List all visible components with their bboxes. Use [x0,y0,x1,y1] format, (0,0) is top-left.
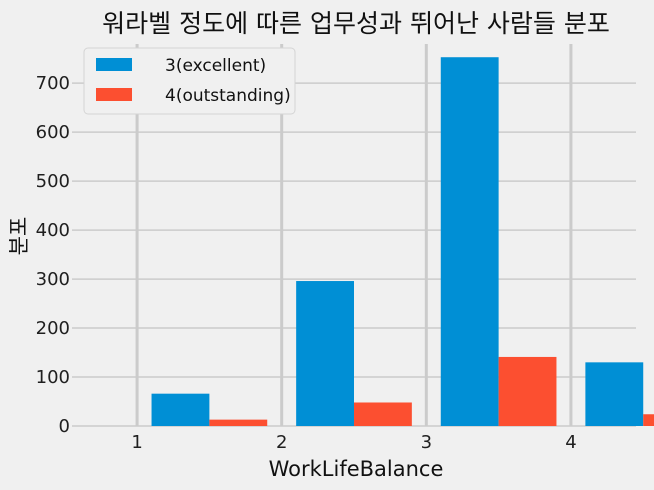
x-axis-label: WorkLifeBalance [269,457,444,481]
y-tick-label: 0 [59,416,70,437]
y-tick-label: 700 [36,73,70,94]
x-tick-label: 2 [276,432,287,453]
y-tick-label: 500 [36,171,70,192]
legend-swatch-outstanding [96,88,132,101]
y-tick-label: 600 [36,122,70,143]
legend-swatch-excellent [96,58,132,71]
chart-title: 워라벨 정도에 따른 업무성과 뛰어난 사람들 분포 [102,9,610,38]
bar-excellent-2 [296,281,354,426]
bar-excellent-3 [440,57,499,426]
bar-outstanding-2 [354,402,412,426]
bar-outstanding-1 [209,419,268,426]
x-tick-label: 4 [565,432,576,453]
y-tick-label: 400 [36,220,70,241]
legend-label-outstanding: 4(outstanding) [165,86,291,106]
bar-outstanding-4 [643,414,654,426]
y-axis-label: 분포 [7,217,31,256]
legend-box [83,47,296,115]
bars [151,57,654,426]
tick-labels: 0 100 200 300 400 500 600 700 1 2 3 4 [36,73,577,453]
y-tick-label: 300 [36,269,70,290]
legend: 3(excellent) 4(outstanding) [83,47,296,115]
y-tick-label: 200 [36,318,70,339]
bar-excellent-1 [151,393,210,426]
bar-excellent-4 [585,362,644,426]
y-tick-label: 100 [36,367,70,388]
x-tick-label: 1 [131,432,142,453]
legend-label-excellent: 3(excellent) [165,56,266,76]
bar-outstanding-3 [498,356,557,426]
x-tick-label: 3 [421,432,432,453]
